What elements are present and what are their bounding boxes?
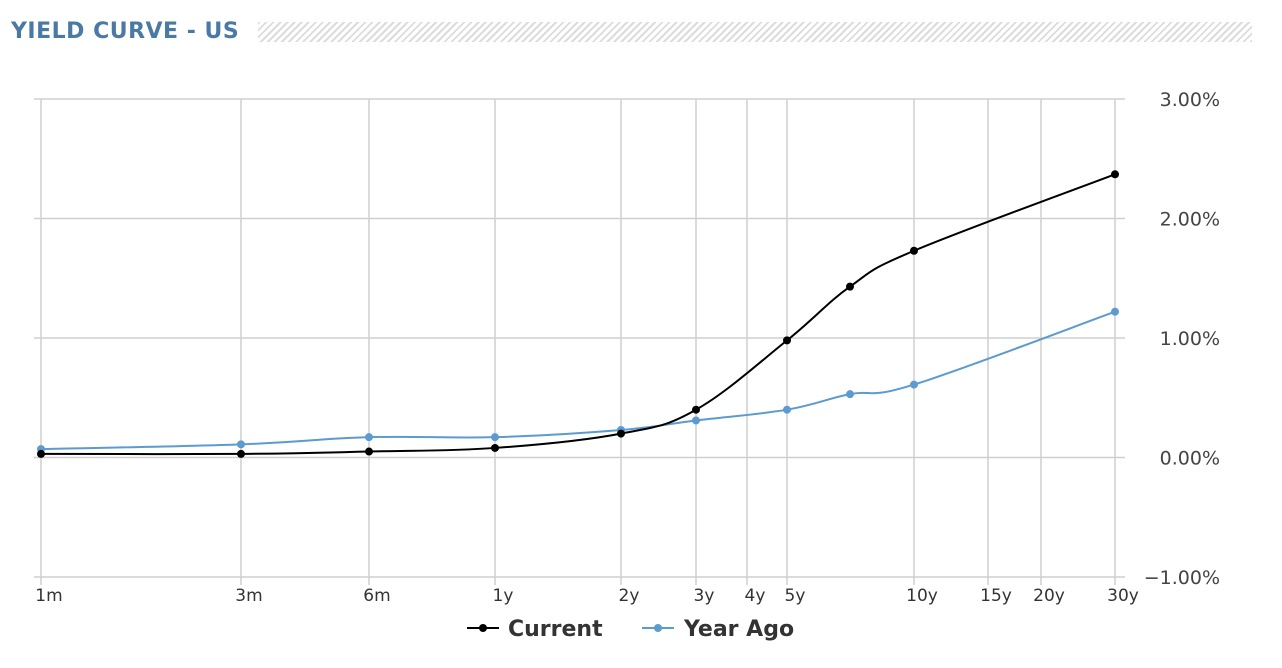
legend-item-current[interactable]: Current — [467, 617, 603, 642]
legend-item-year-ago[interactable]: Year Ago — [642, 617, 794, 642]
series-lines — [37, 170, 1119, 458]
data-point-current-3y[interactable] — [692, 405, 700, 414]
y-tick-label: 0.00% — [1160, 448, 1220, 470]
x-tick-label: 1y — [493, 586, 514, 606]
x-tick-label: 30y — [1107, 586, 1139, 606]
y-tick-label: 3.00% — [1160, 89, 1220, 111]
data-point-current-3m[interactable] — [237, 449, 245, 458]
y-tick-label: −1.00% — [1144, 567, 1220, 589]
data-point-year-ago-3y[interactable] — [692, 416, 700, 425]
grid — [34, 98, 1125, 585]
x-tick-label: 2y — [619, 586, 640, 606]
legend-label-year-ago: Year Ago — [683, 617, 794, 642]
data-point-year-ago-30y[interactable] — [1111, 307, 1119, 316]
data-point-current-2y[interactable] — [617, 429, 625, 438]
x-tick-label: 20y — [1033, 586, 1065, 606]
data-point-current-6m[interactable] — [365, 447, 373, 456]
data-point-year-ago-5y[interactable] — [783, 405, 791, 414]
data-point-current-7y[interactable] — [846, 282, 854, 291]
data-point-current-10y[interactable] — [910, 246, 918, 255]
series-line-year-ago — [40, 310, 1116, 451]
legend-marker-year-ago — [654, 624, 662, 632]
legend-label-current: Current — [508, 617, 603, 642]
data-point-current-1y[interactable] — [491, 443, 499, 452]
header-stripe-decoration — [258, 22, 1252, 42]
data-point-year-ago-3m[interactable] — [237, 440, 245, 449]
data-point-year-ago-1y[interactable] — [491, 433, 499, 442]
data-point-year-ago-6m[interactable] — [365, 433, 373, 442]
data-point-current-30y[interactable] — [1111, 170, 1119, 179]
data-point-current-5y[interactable] — [783, 336, 791, 345]
x-tick-label: 3y — [694, 586, 715, 606]
chart-title: YIELD CURVE - US — [11, 19, 240, 44]
legend-marker-current — [479, 624, 487, 632]
y-axis-ticks: 3.00% 2.00% 1.00% 0.00% −1.00% — [1144, 89, 1220, 589]
series-line-current — [40, 173, 1116, 456]
x-tick-label: 15y — [980, 586, 1012, 606]
x-axis-ticks: 1m 3m 6m 1y 2y 3y 4y 5y 10y 15y 20y 30y — [35, 586, 1139, 606]
y-tick-label: 2.00% — [1160, 209, 1220, 231]
x-tick-label: 1m — [35, 586, 62, 606]
data-point-year-ago-10y[interactable] — [910, 380, 918, 389]
x-tick-label: 5y — [785, 586, 806, 606]
x-tick-label: 3m — [235, 586, 262, 606]
data-point-current-1m[interactable] — [37, 449, 45, 458]
data-point-year-ago-7y[interactable] — [846, 390, 854, 399]
x-tick-label: 4y — [745, 586, 766, 606]
chart-header: YIELD CURVE - US — [0, 14, 1282, 54]
y-tick-label: 1.00% — [1160, 328, 1220, 350]
x-tick-label: 6m — [363, 586, 390, 606]
legend[interactable]: Current Year Ago — [467, 617, 794, 642]
x-tick-label: 10y — [906, 586, 938, 606]
